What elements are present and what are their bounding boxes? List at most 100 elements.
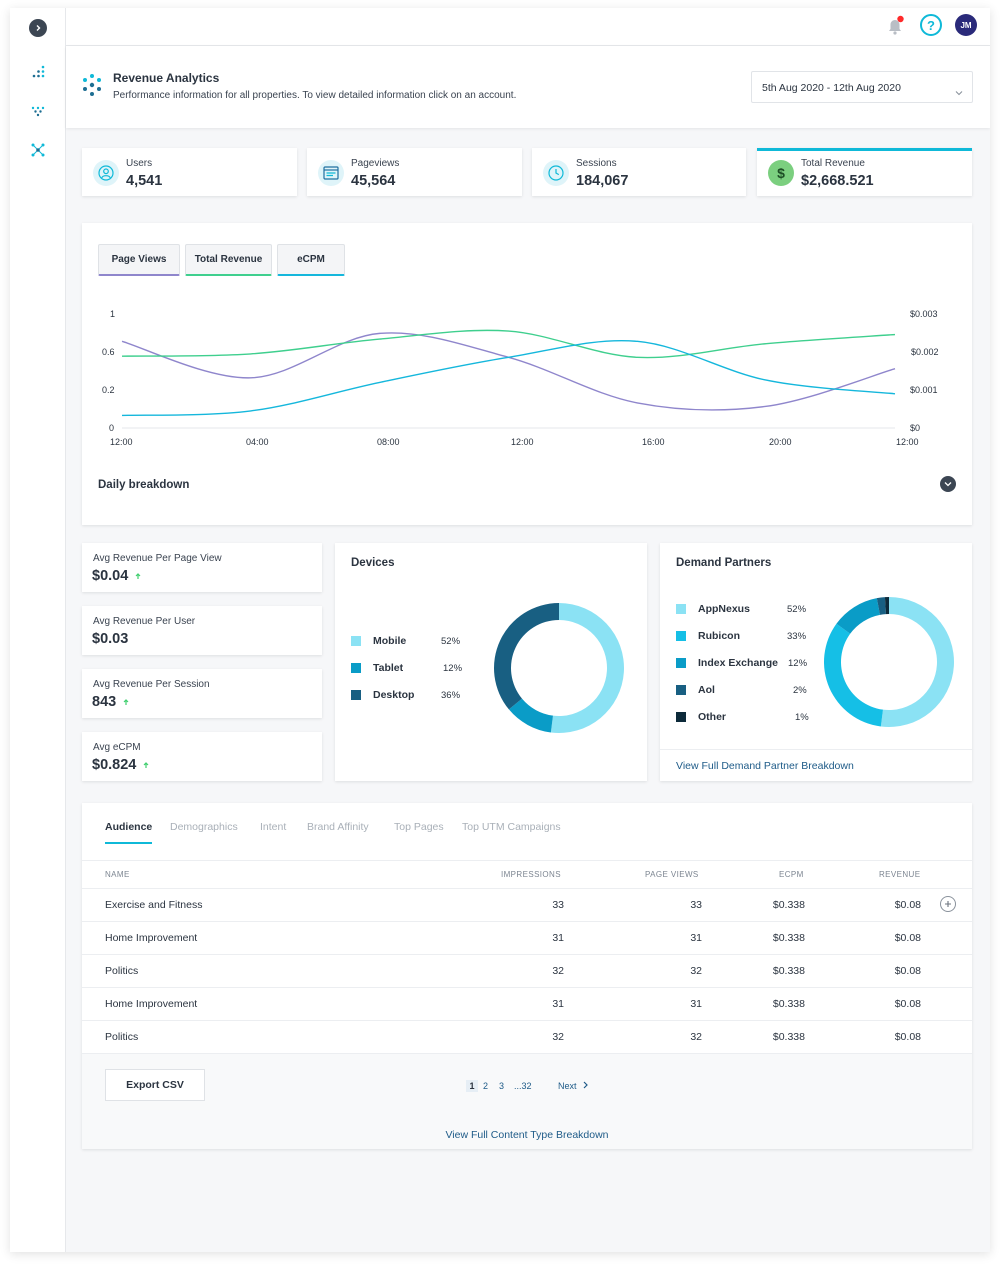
stat-label: Users bbox=[126, 158, 153, 169]
legend-label: AppNexus bbox=[698, 603, 750, 615]
table-row[interactable]: Politics 32 32 $0.338 $0.08 bbox=[82, 1021, 972, 1053]
page-last[interactable]: ...32 bbox=[514, 1081, 532, 1091]
date-range-value: 5th Aug 2020 - 12th Aug 2020 bbox=[762, 82, 901, 94]
x-tick: 12:00 bbox=[896, 437, 919, 447]
divider bbox=[82, 1020, 972, 1021]
x-tick: 12:00 bbox=[110, 437, 133, 447]
tab-top-utm-campaigns[interactable]: Top UTM Campaigns bbox=[462, 821, 561, 833]
tab-brand-affinity[interactable]: Brand Affinity bbox=[307, 821, 369, 833]
cell-name: Home Improvement bbox=[105, 998, 198, 1010]
table-row[interactable]: Exercise and Fitness 33 33 $0.338 $0.08 bbox=[82, 889, 972, 921]
divider bbox=[82, 1053, 972, 1054]
legend-item: Other bbox=[676, 711, 726, 723]
page-title: Revenue Analytics bbox=[113, 71, 220, 85]
chevron-down-icon[interactable] bbox=[940, 476, 956, 492]
x-tick: 08:00 bbox=[377, 437, 400, 447]
donut-slice-appnexus bbox=[880, 597, 954, 727]
page-2[interactable]: 2 bbox=[483, 1081, 489, 1091]
table-row[interactable]: Home Improvement 31 31 $0.338 $0.08 bbox=[82, 922, 972, 954]
bell-icon[interactable] bbox=[884, 15, 906, 37]
table-row[interactable]: Politics 32 32 $0.338 $0.08 bbox=[82, 955, 972, 987]
dots-cluster-icon bbox=[80, 73, 104, 97]
devices-donut-chart bbox=[494, 603, 624, 733]
x-tick: 20:00 bbox=[769, 437, 792, 447]
avg-value-text: $0.04 bbox=[92, 568, 129, 584]
demand-partner-breakdown-link[interactable]: View Full Demand Partner Breakdown bbox=[676, 760, 854, 772]
plus-icon[interactable] bbox=[940, 896, 956, 912]
cell-revenue: $0.08 bbox=[894, 932, 921, 944]
cell-name: Home Improvement bbox=[105, 932, 198, 944]
divider bbox=[82, 954, 972, 955]
legend-item: Desktop bbox=[351, 689, 414, 701]
cell-ecpm: $0.338 bbox=[772, 965, 805, 977]
next-page-button[interactable]: Next bbox=[558, 1081, 588, 1091]
legend-swatch bbox=[351, 690, 361, 700]
export-csv-button[interactable]: Export CSV bbox=[105, 1069, 205, 1101]
tab-page-views[interactable]: Page Views bbox=[98, 244, 180, 276]
arrow-up-icon bbox=[142, 757, 150, 773]
avg-label: Avg eCPM bbox=[93, 742, 141, 753]
legend-label: Mobile bbox=[373, 635, 407, 647]
table-row[interactable]: Home Improvement 31 31 $0.338 $0.08 bbox=[82, 988, 972, 1020]
tab-top-pages[interactable]: Top Pages bbox=[394, 821, 444, 833]
legend-pct: 12% bbox=[788, 658, 808, 669]
page-1[interactable]: 1 bbox=[466, 1080, 478, 1092]
x-tick: 04:00 bbox=[246, 437, 269, 447]
tab-intent[interactable]: Intent bbox=[260, 821, 287, 833]
chevron-down-icon bbox=[955, 83, 963, 101]
stat-value: 184,067 bbox=[576, 173, 629, 189]
cell-ecpm: $0.338 bbox=[772, 899, 805, 911]
column-header-page-views: PAGE VIEWS bbox=[645, 870, 699, 879]
legend-pct: 1% bbox=[795, 712, 809, 723]
page-header: Revenue Analytics Performance informatio… bbox=[66, 46, 990, 128]
tab-demographics[interactable]: Demographics bbox=[170, 821, 238, 833]
legend-label: Desktop bbox=[373, 689, 415, 701]
dots-grid-icon[interactable] bbox=[29, 63, 47, 81]
series-line-0 bbox=[121, 332, 896, 411]
legend-label: Other bbox=[698, 711, 727, 723]
legend-swatch bbox=[676, 631, 686, 641]
cell-impressions: 32 bbox=[552, 1031, 564, 1043]
divider bbox=[82, 921, 972, 922]
stat-card-total-revenue[interactable]: $ Total Revenue $2,668.521 bbox=[757, 148, 972, 196]
arrow-up-icon bbox=[134, 568, 142, 584]
page-3[interactable]: 3 bbox=[499, 1081, 505, 1091]
cell-page-views: 33 bbox=[690, 899, 702, 911]
column-header-revenue: REVENUE bbox=[879, 870, 921, 879]
stat-card-users[interactable]: Users 4,541 bbox=[82, 148, 297, 196]
clock-icon bbox=[543, 160, 569, 186]
chevron-right-icon[interactable] bbox=[29, 19, 47, 37]
divider bbox=[82, 987, 972, 988]
content-type-breakdown-link[interactable]: View Full Content Type Breakdown bbox=[445, 1129, 609, 1141]
donut-slice-desktop bbox=[494, 603, 559, 710]
sidebar bbox=[10, 8, 66, 1252]
network-icon[interactable] bbox=[29, 141, 47, 159]
avg-card-page-view: Avg Revenue Per Page View $0.04 bbox=[82, 543, 322, 592]
tab-audience[interactable]: Audience bbox=[105, 821, 153, 844]
stat-card-pageviews[interactable]: Pageviews 45,564 bbox=[307, 148, 522, 196]
avg-card-user: Avg Revenue Per User $0.03 bbox=[82, 606, 322, 655]
tab-ecpm[interactable]: eCPM bbox=[277, 244, 345, 276]
legend-pct: 36% bbox=[441, 690, 461, 701]
next-label: Next bbox=[558, 1081, 577, 1091]
arrow-up-icon bbox=[122, 694, 130, 710]
stat-card-sessions[interactable]: Sessions 184,067 bbox=[532, 148, 746, 196]
user-icon bbox=[93, 160, 119, 186]
legend-item: Aol bbox=[676, 684, 715, 696]
dots-diamond-icon[interactable] bbox=[29, 102, 47, 120]
cell-ecpm: $0.338 bbox=[772, 998, 805, 1010]
donut-slice-mobile bbox=[550, 603, 624, 733]
stat-label: Sessions bbox=[576, 158, 617, 169]
tab-total-revenue[interactable]: Total Revenue bbox=[185, 244, 272, 276]
donut-slice-tablet bbox=[508, 698, 553, 733]
legend-swatch bbox=[676, 658, 686, 668]
donut-slice-index-exchange bbox=[836, 598, 881, 634]
cell-revenue: $0.08 bbox=[894, 1031, 921, 1043]
avatar[interactable]: JM bbox=[955, 14, 977, 36]
stat-value: $2,668.521 bbox=[801, 173, 874, 189]
question-icon[interactable]: ? bbox=[920, 14, 942, 36]
legend-swatch bbox=[676, 685, 686, 695]
divider bbox=[82, 888, 972, 889]
date-range-select[interactable]: 5th Aug 2020 - 12th Aug 2020 bbox=[751, 71, 973, 103]
cell-name: Politics bbox=[105, 1031, 139, 1043]
